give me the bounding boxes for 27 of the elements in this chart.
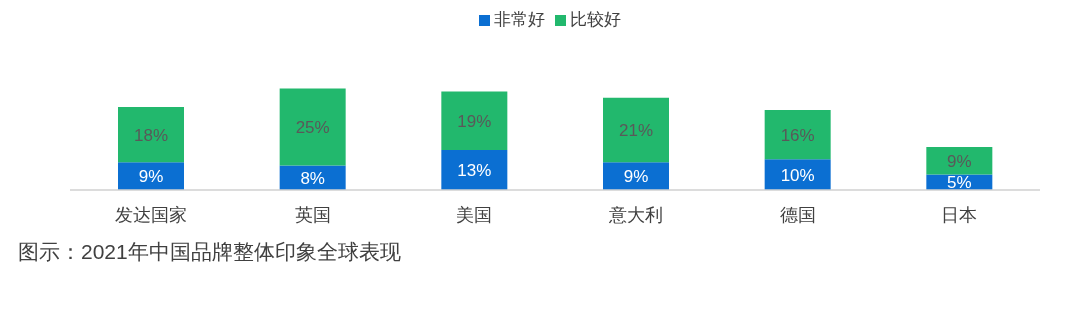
data-label: 16% bbox=[780, 125, 815, 145]
bar bbox=[926, 146, 993, 175]
data-label: 13% bbox=[457, 160, 492, 180]
legend-label: 比较好 bbox=[570, 10, 621, 29]
bar bbox=[441, 91, 508, 150]
data-label: 10% bbox=[780, 165, 815, 185]
data-label: 9% bbox=[138, 167, 164, 187]
data-label: 9% bbox=[947, 151, 972, 171]
x-tick-label: 意大利 bbox=[607, 204, 663, 225]
data-label: 21% bbox=[618, 120, 654, 140]
data-label: 19% bbox=[457, 111, 492, 131]
bar bbox=[764, 109, 831, 160]
text: 图示：2021年中国品牌整体印象全球表现 bbox=[18, 239, 402, 265]
bar bbox=[279, 88, 346, 166]
bar bbox=[118, 106, 184, 163]
data-label: 18% bbox=[133, 125, 169, 145]
data-label: 5% bbox=[947, 173, 972, 193]
data-label: 9% bbox=[623, 167, 649, 187]
data-label: 25% bbox=[295, 117, 330, 137]
x-tick-label: 日本 bbox=[941, 204, 978, 225]
legend-label: 非常好 bbox=[494, 10, 545, 29]
bar bbox=[603, 97, 669, 163]
x-tick-label: 美国 bbox=[456, 204, 493, 225]
data-label: 8% bbox=[300, 168, 325, 188]
x-tick-label: 英国 bbox=[294, 204, 331, 225]
x-tick-label: 德国 bbox=[779, 204, 816, 225]
x-tick-label: 发达国家 bbox=[114, 204, 187, 225]
